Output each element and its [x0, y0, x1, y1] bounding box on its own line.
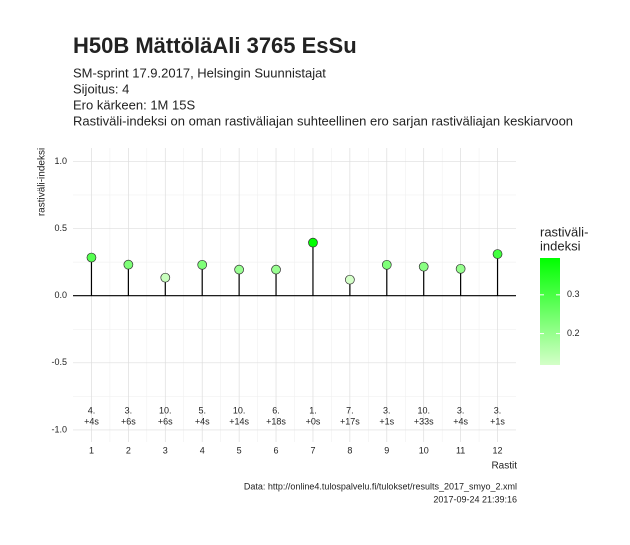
x-tick-label: 2 — [126, 445, 131, 455]
y-axis-label: rastiväli-indeksi — [37, 148, 48, 216]
point-label: +4s — [84, 416, 99, 426]
x-tick-label: 4 — [200, 445, 205, 455]
point-label: 3. — [494, 405, 502, 415]
x-tick-label: 11 — [456, 445, 465, 455]
x-tick-label: 10 — [419, 445, 429, 455]
point — [160, 272, 171, 283]
point-label: +4s — [453, 416, 468, 426]
point-label: 7. — [346, 405, 354, 415]
x-tick-label: 3 — [163, 445, 168, 455]
point — [381, 259, 392, 270]
point — [455, 263, 466, 274]
x-tick-label: 6 — [274, 445, 279, 455]
legend-tick-label: 0.2 — [567, 328, 580, 338]
subtitle: SM-sprint 17.9.2017, Helsingin Suunnista… — [73, 65, 326, 80]
point-label: +0s — [306, 416, 321, 426]
y-tick-label: 0.0 — [54, 290, 67, 300]
point — [86, 252, 97, 263]
x-tick-label: 12 — [493, 445, 503, 455]
point-label: 10. — [159, 405, 172, 415]
point-label: +1s — [379, 416, 394, 426]
y-tick-label: -1.0 — [51, 424, 67, 434]
x-tick-label: 8 — [347, 445, 352, 455]
point-label: 1. — [309, 405, 317, 415]
x-tick-label: 5 — [237, 445, 242, 455]
point — [308, 237, 318, 248]
x-tick-label: 9 — [384, 445, 389, 455]
point — [234, 264, 244, 275]
x-tick-label: 1 — [89, 445, 94, 455]
y-tick-label: 1.0 — [54, 156, 67, 166]
point-label: 3. — [457, 405, 465, 415]
point-label: 10. — [233, 405, 246, 415]
point-label: +6s — [158, 416, 173, 426]
subtitle: Sijoitus: 4 — [73, 81, 129, 96]
chart-title: H50B MättöläAli 3765 EsSu — [73, 33, 357, 58]
point-label: 6. — [272, 405, 280, 415]
point — [271, 264, 281, 275]
point — [197, 259, 208, 270]
y-tick-label: 0.5 — [54, 223, 67, 233]
legend-tick-label: 0.3 — [567, 289, 580, 299]
point-label: 5. — [198, 405, 206, 415]
legend-title: rastiväli- — [540, 224, 588, 239]
y-tick-label: -0.5 — [51, 357, 67, 367]
point-label: 4. — [88, 405, 96, 415]
point — [492, 249, 503, 259]
x-tick-label: 7 — [310, 445, 315, 455]
point — [418, 261, 429, 272]
caption: 2017-09-24 21:39:16 — [433, 494, 517, 504]
subtitle: Ero kärkeen: 1M 15S — [73, 97, 195, 112]
point-label: 10. — [417, 405, 430, 415]
point-label: +33s — [414, 416, 434, 426]
caption: Data: http://online4.tulospalvelu.fi/tul… — [244, 481, 517, 491]
point — [123, 259, 134, 270]
point — [345, 274, 355, 285]
legend-colorbar — [540, 258, 560, 365]
point-label: +14s — [229, 416, 249, 426]
legend-title: indeksi — [540, 238, 581, 253]
point-label: +17s — [340, 416, 360, 426]
x-axis-label: Rastit — [491, 461, 517, 472]
point-label: +4s — [195, 416, 210, 426]
point-label: +6s — [121, 416, 136, 426]
point-label: 3. — [383, 405, 391, 415]
point-label: 3. — [125, 405, 133, 415]
point-label: +1s — [490, 416, 505, 426]
point-label: +18s — [266, 416, 286, 426]
subtitle: Rastiväli-indeksi on oman rastiväliajan … — [73, 113, 573, 128]
